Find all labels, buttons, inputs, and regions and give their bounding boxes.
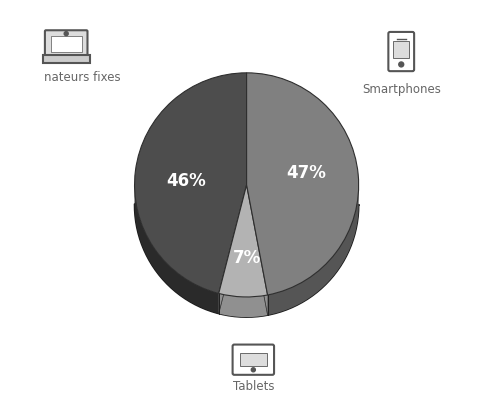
Circle shape [251, 368, 255, 372]
Polygon shape [134, 186, 219, 314]
Text: 46%: 46% [167, 172, 206, 190]
Text: Smartphones: Smartphones [362, 83, 441, 96]
FancyBboxPatch shape [393, 41, 409, 58]
Wedge shape [219, 185, 268, 297]
Text: Tablets: Tablets [233, 380, 274, 393]
FancyBboxPatch shape [43, 55, 90, 63]
Wedge shape [134, 73, 247, 293]
Polygon shape [134, 184, 359, 317]
Text: nateurs fixes: nateurs fixes [43, 71, 120, 84]
Text: 47%: 47% [286, 164, 326, 182]
Polygon shape [268, 184, 359, 315]
Text: 7%: 7% [233, 249, 261, 267]
Polygon shape [219, 293, 268, 317]
FancyBboxPatch shape [45, 30, 88, 57]
Circle shape [399, 62, 404, 67]
FancyBboxPatch shape [240, 353, 267, 366]
Wedge shape [247, 73, 359, 295]
Circle shape [64, 31, 68, 36]
FancyBboxPatch shape [51, 36, 82, 52]
